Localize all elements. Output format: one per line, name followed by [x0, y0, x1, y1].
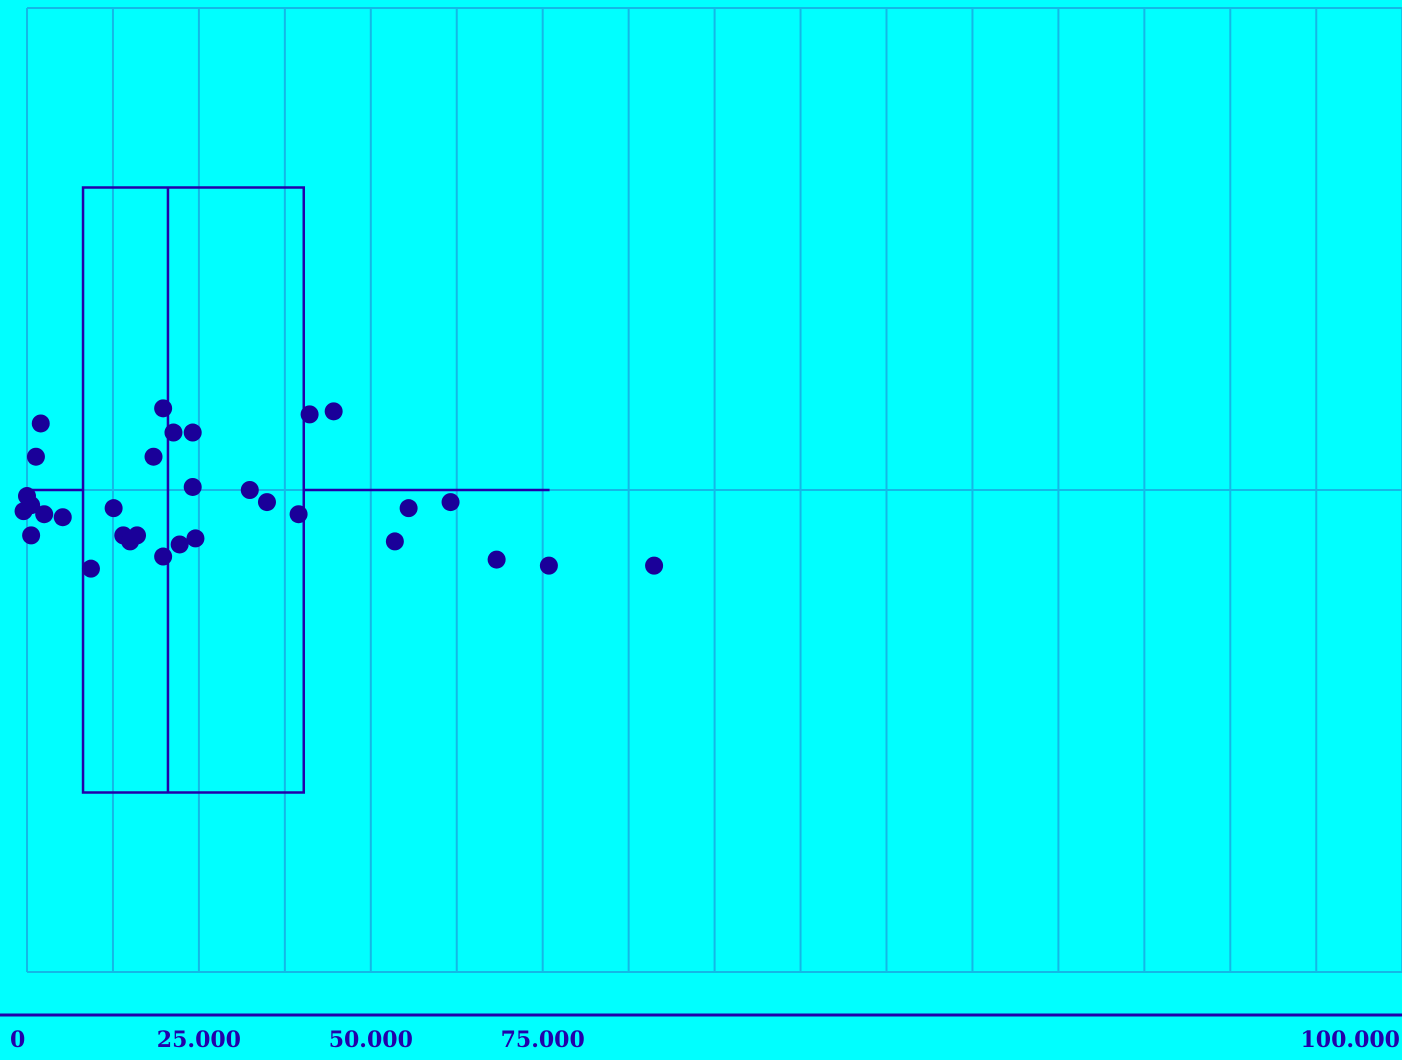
data-point — [164, 423, 183, 442]
data-point — [441, 493, 460, 512]
data-point — [186, 529, 205, 548]
data-point — [104, 499, 123, 518]
data-point — [240, 481, 259, 499]
data-point — [385, 532, 404, 551]
data-point — [154, 399, 173, 418]
data-point — [539, 556, 558, 575]
data-point — [144, 447, 163, 466]
data-point — [26, 447, 45, 466]
data-point — [81, 559, 100, 578]
interquartile-box — [81, 186, 306, 794]
data-point — [399, 499, 418, 518]
data-point — [22, 496, 41, 515]
data-points — [14, 399, 664, 578]
data-point — [128, 526, 147, 545]
data-point — [22, 526, 41, 545]
data-point — [300, 405, 319, 424]
x-tick-label: 0 — [10, 1027, 25, 1053]
x-tick-label: 75.000 — [501, 1027, 585, 1053]
data-point — [289, 505, 308, 524]
data-point — [154, 547, 173, 566]
x-tick-label: 50.000 — [329, 1027, 413, 1053]
data-point — [487, 550, 506, 569]
data-point — [645, 556, 664, 575]
data-point — [183, 477, 202, 496]
data-point — [31, 414, 50, 433]
data-point — [53, 508, 72, 527]
data-point — [257, 493, 276, 512]
data-point — [324, 402, 343, 421]
x-tick-label: 100.000 — [1300, 1027, 1400, 1053]
data-point — [170, 535, 189, 554]
x-tick-label: 25.000 — [157, 1027, 241, 1053]
data-point — [183, 423, 202, 442]
x-axis-tick-labels: 0 25.000 50.000 75.000 100.000 — [10, 1027, 1400, 1053]
data-point — [35, 505, 54, 524]
box-plot — [27, 186, 550, 794]
